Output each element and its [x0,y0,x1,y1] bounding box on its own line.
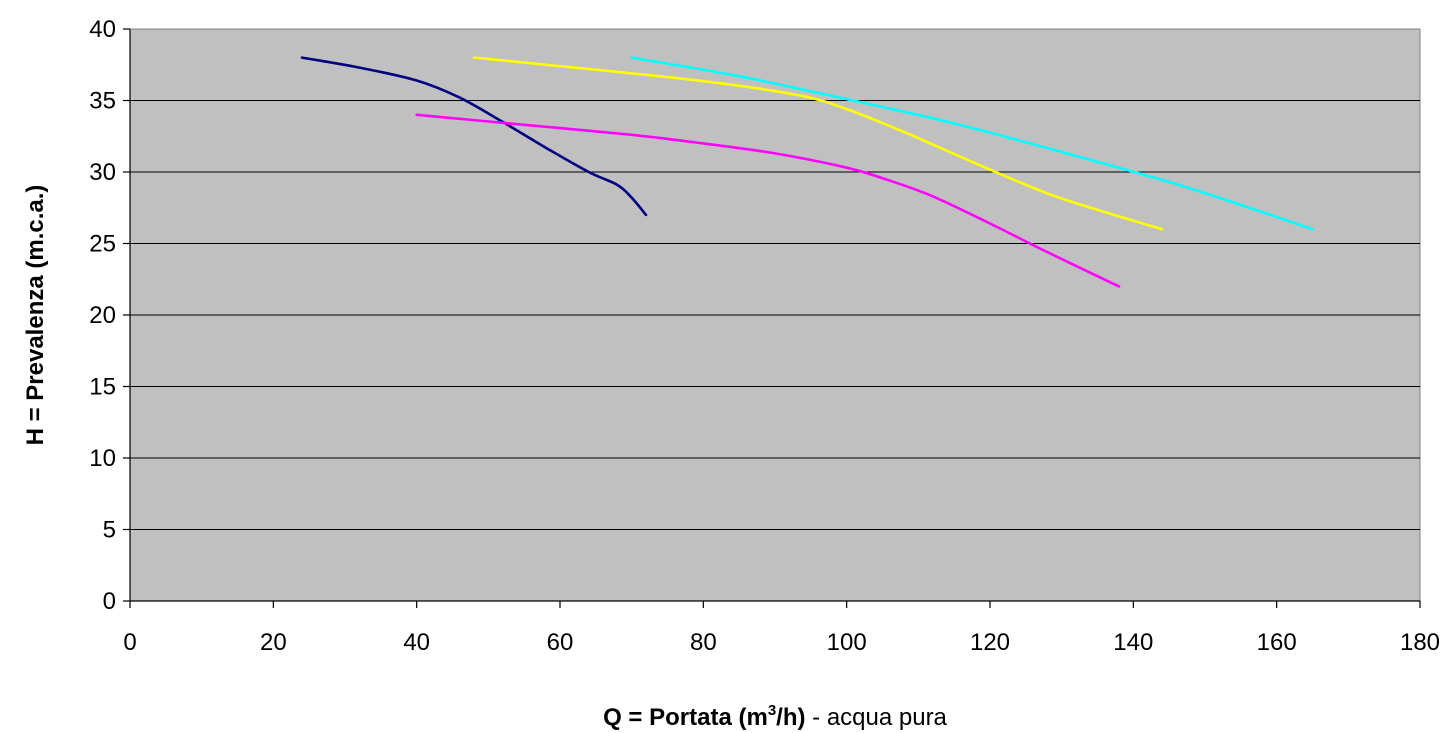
x-tick-label: 0 [123,629,136,656]
y-tick-label: 10 [89,445,116,472]
x-axis-title-main: Q = Portata (m [603,704,768,731]
x-tick-label: 140 [1113,629,1153,656]
x-tick-label: 180 [1400,629,1440,656]
y-tick-label: 40 [89,16,116,43]
series-line-4 [630,56,1314,231]
y-tick-label: 30 [89,159,116,186]
y-tick-label: 15 [89,374,116,401]
x-axis-title-unit-end: /h) [776,704,805,731]
x-axis-title-superscript: 3 [768,702,776,719]
x-axis-title: Q = Portata (m3/h) - acqua pura [603,702,947,731]
x-tick-label: 20 [260,629,287,656]
y-tick-label: 25 [89,231,116,258]
series-line-1 [300,56,648,217]
y-axis-title: H = Prevalenza (m.c.a.) [22,185,49,446]
y-tick-label: 35 [89,88,116,115]
series-line-2 [415,113,1121,288]
x-tick-label: 80 [690,629,717,656]
y-tick-label: 20 [89,302,116,329]
x-ticks: 0 20 40 60 80 100 120 140 160 180 [123,601,1440,656]
series-line-3 [472,56,1164,231]
x-tick-label: 40 [403,629,430,656]
x-tick-label: 60 [547,629,574,656]
x-tick-label: 100 [827,629,867,656]
series-layer [300,56,1314,288]
y-tick-label: 0 [103,588,116,615]
x-axis-title-suffix: - acqua pura [805,704,947,731]
x-tick-label: 160 [1257,629,1297,656]
y-tick-label: 5 [103,517,116,544]
gridlines [130,100,1420,530]
x-tick-label: 120 [970,629,1010,656]
y-ticks: 0 5 10 15 20 25 30 35 40 [89,16,130,615]
